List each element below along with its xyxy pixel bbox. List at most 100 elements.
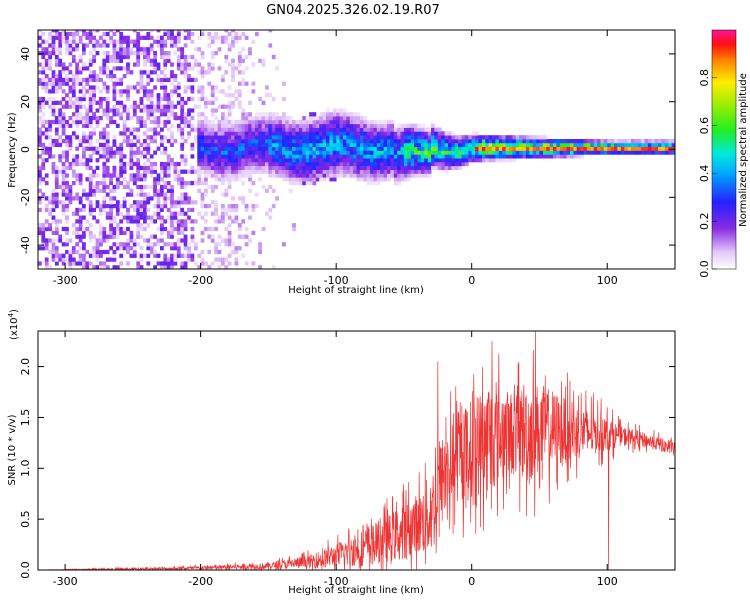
spectrogram-cell: [160, 96, 164, 102]
spectrogram-cell: [61, 96, 66, 102]
spectrogram-cell: [214, 158, 218, 163]
spectrogram-cell: [448, 158, 452, 163]
spectrogram-cell: [105, 249, 110, 255]
spectrogram-cell: [68, 261, 73, 266]
spectrogram-cell: [285, 150, 290, 155]
spectrogram-cell: [553, 142, 557, 148]
spectrogram-cell: [271, 116, 276, 121]
spectrogram-cell: [95, 43, 100, 48]
spectrogram-cell: [160, 139, 164, 144]
spectrogram-cell: [115, 211, 120, 216]
spectrogram-cell: [525, 150, 530, 155]
spectrogram-cell: [576, 150, 581, 155]
spectrogram-cell: [312, 123, 317, 128]
spectrogram-cell: [298, 119, 303, 125]
spectrogram-cell: [143, 47, 147, 52]
spectrogram-cell: [214, 161, 218, 167]
spectrogram-cell: [237, 119, 242, 125]
spectrogram-cell: [183, 265, 188, 269]
spectrogram-cell: [68, 104, 73, 109]
spectrogram-cell: [68, 192, 73, 197]
spectrogram-cell: [265, 119, 269, 125]
spectrogram-cell: [187, 200, 191, 205]
spectrogram-cell: [478, 139, 483, 144]
spectrogram-cell: [251, 119, 256, 125]
spectrogram-cell: [51, 43, 56, 48]
spectrogram-cell: [102, 58, 107, 63]
spectrogram-cell: [58, 257, 63, 262]
spectrogram-cell: [88, 261, 93, 266]
spectrogram-cell: [146, 223, 151, 228]
spectrogram-cell: [292, 165, 296, 171]
spectrogram-cell: [390, 165, 395, 171]
spectrogram-cell: [112, 119, 117, 125]
spectrogram-cell: [217, 265, 222, 269]
spectrogram-cell: [187, 207, 191, 213]
spectrogram-cell: [336, 135, 340, 140]
spectrogram-cell: [61, 207, 66, 213]
spectrogram-cell: [231, 158, 235, 163]
spectrogram-cell: [292, 135, 296, 140]
spectrogram-cell: [349, 139, 354, 144]
spectrogram-cell: [119, 31, 124, 37]
spectrogram-cell: [176, 66, 181, 71]
spectrogram-cell: [48, 211, 52, 216]
spectrogram-cell: [99, 66, 103, 71]
spectrogram-cell: [285, 169, 290, 174]
spectrogram-cell: [278, 161, 283, 167]
spectrogram-cell: [309, 146, 313, 151]
spectrogram-cell: [88, 192, 93, 197]
spectrogram-cell: [71, 161, 76, 167]
spectrogram-cell: [115, 54, 120, 60]
spectrogram-cell: [126, 39, 130, 44]
spectrogram-cell: [434, 158, 439, 163]
spectrogram-cell: [122, 135, 127, 140]
spectrogram-cell: [204, 116, 208, 121]
spectrogram-cell: [563, 154, 567, 159]
spectrogram-cell: [393, 161, 398, 167]
spectrogram-cell: [136, 54, 141, 60]
spectrogram-cell: [92, 85, 96, 90]
spectrogram-cell: [197, 265, 202, 269]
spectrogram-cell: [173, 257, 178, 262]
spectrogram-cell: [492, 158, 496, 163]
spectrogram-cell: [485, 135, 490, 140]
spectrogram-cell: [176, 219, 181, 224]
spectrogram-cell: [590, 142, 595, 148]
spectrogram-cell: [586, 139, 591, 144]
spectrogram-cell: [132, 62, 137, 67]
spectrogram-cell: [244, 204, 249, 209]
spectrogram-cell: [180, 177, 185, 182]
spectrogram-cell: [241, 234, 246, 239]
spectrogram-cell: [221, 238, 225, 243]
spectrogram-cell: [356, 169, 361, 174]
spectrogram-cell: [285, 119, 290, 125]
spectrogram-cell: [54, 257, 59, 262]
spectrogram-cell: [214, 226, 218, 232]
spectrogram-cell: [68, 62, 73, 67]
spectrogram-cell: [271, 96, 276, 102]
spectrogram-cell: [38, 108, 42, 113]
spectrogram-cell: [160, 204, 164, 209]
spectrogram-cell: [231, 123, 235, 128]
spectrogram-cell: [197, 139, 202, 144]
colorbar-label: Normalized spectral amplitude: [738, 73, 749, 227]
spectrogram-cell: [471, 135, 476, 140]
spectrogram-cell: [112, 31, 117, 37]
spectrogram-cell: [539, 135, 544, 140]
spectrogram-cell: [353, 123, 357, 128]
spectrogram-cell: [427, 135, 432, 140]
spectrogram-cell: [241, 131, 246, 136]
spectrogram-cell: [204, 188, 208, 193]
spectrogram-cell: [166, 196, 171, 201]
spectrogram-cell: [244, 169, 249, 174]
spectrogram-cell: [363, 158, 368, 163]
spectrogram-cell: [71, 246, 76, 251]
spectrogram-cell: [163, 196, 168, 201]
spectrogram-cell: [407, 150, 412, 155]
spectrogram-cell: [143, 51, 147, 56]
spectrogram-cell: [231, 70, 235, 75]
spectrogram-cell: [204, 135, 208, 140]
spectrogram-cell: [176, 116, 181, 121]
spectrogram-cell: [275, 142, 279, 148]
